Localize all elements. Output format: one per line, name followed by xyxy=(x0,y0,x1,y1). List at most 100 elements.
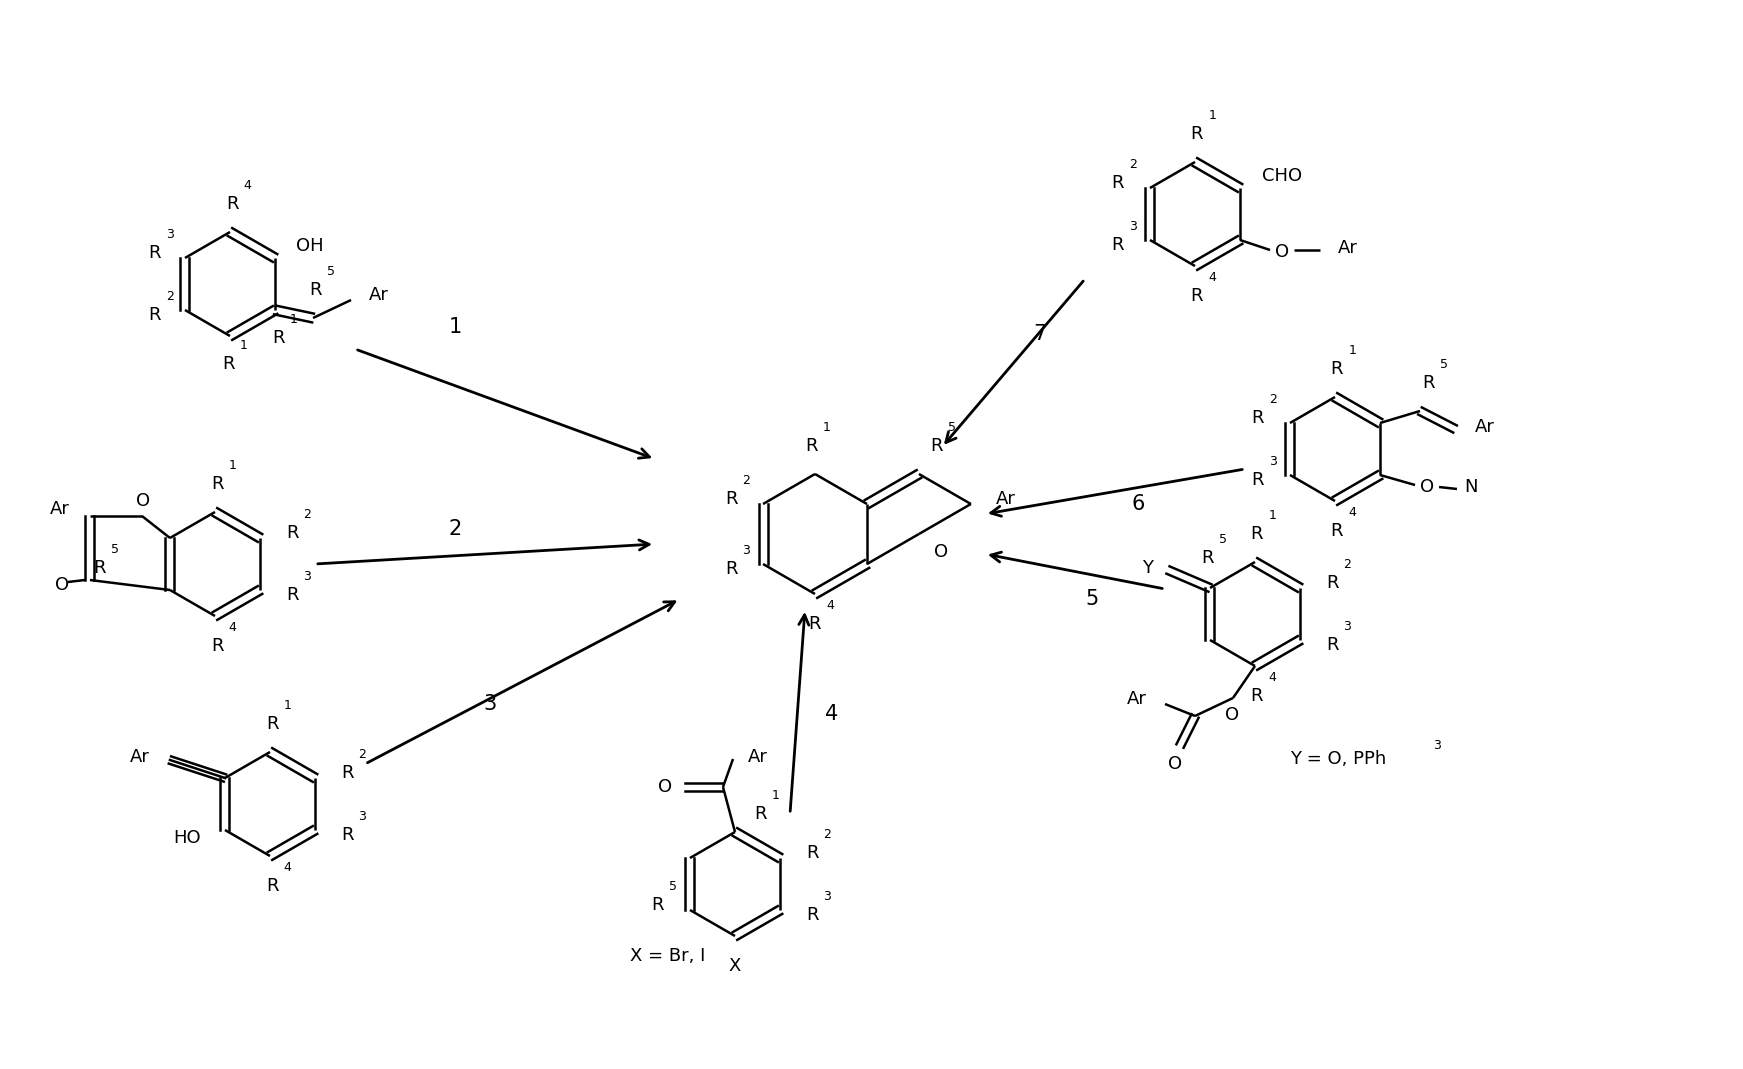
Text: CHO: CHO xyxy=(1262,167,1302,185)
Text: O: O xyxy=(136,492,150,510)
Text: 3: 3 xyxy=(823,890,831,903)
Text: 1: 1 xyxy=(1269,509,1276,522)
Text: Ar: Ar xyxy=(1128,690,1147,708)
Text: R: R xyxy=(265,715,279,733)
Text: 1: 1 xyxy=(1208,109,1217,122)
Text: R: R xyxy=(805,907,817,924)
Text: 4: 4 xyxy=(1349,506,1356,520)
Text: R: R xyxy=(1251,409,1264,427)
Text: Ar: Ar xyxy=(370,286,389,304)
Text: 2: 2 xyxy=(1129,158,1138,171)
Text: 3: 3 xyxy=(1129,220,1138,233)
Text: R: R xyxy=(1190,125,1203,143)
Text: 4: 4 xyxy=(244,179,251,192)
Text: 3: 3 xyxy=(303,570,312,583)
Text: R: R xyxy=(265,877,279,895)
Text: 5: 5 xyxy=(112,543,120,556)
Text: R: R xyxy=(725,560,737,578)
Text: 2: 2 xyxy=(167,290,174,303)
Text: 2: 2 xyxy=(743,474,751,487)
Text: 1: 1 xyxy=(448,317,462,337)
Text: R: R xyxy=(342,826,354,845)
Text: O: O xyxy=(657,778,673,796)
Text: R: R xyxy=(211,637,223,655)
Text: 2: 2 xyxy=(1269,393,1278,406)
Text: Ar: Ar xyxy=(748,748,769,766)
Text: 1: 1 xyxy=(228,459,237,472)
Text: Ar: Ar xyxy=(995,490,1016,508)
Text: R: R xyxy=(931,437,943,455)
Text: R: R xyxy=(805,845,817,862)
Text: 1: 1 xyxy=(284,699,291,712)
Text: 3: 3 xyxy=(167,228,174,241)
Text: 3: 3 xyxy=(359,810,366,823)
Text: OH: OH xyxy=(296,237,324,255)
Text: 1: 1 xyxy=(772,789,779,802)
Text: 5: 5 xyxy=(326,265,335,278)
Text: R: R xyxy=(221,355,234,373)
Text: 5: 5 xyxy=(1440,358,1447,371)
Text: N: N xyxy=(1464,478,1478,496)
Text: 2: 2 xyxy=(823,828,831,841)
Text: R: R xyxy=(342,764,354,783)
Text: Ar: Ar xyxy=(1339,239,1358,257)
Text: 3: 3 xyxy=(1433,739,1441,752)
Text: 1: 1 xyxy=(1349,344,1356,357)
Text: O: O xyxy=(934,543,948,561)
Text: R: R xyxy=(1326,636,1339,654)
Text: 3: 3 xyxy=(483,694,497,714)
Text: R: R xyxy=(652,896,664,914)
Text: O: O xyxy=(1225,706,1239,724)
Text: 2: 2 xyxy=(1344,558,1351,571)
Text: R: R xyxy=(1422,374,1434,392)
Text: 5: 5 xyxy=(948,421,957,434)
Text: 1: 1 xyxy=(289,313,298,326)
Text: O: O xyxy=(1168,755,1182,773)
Text: R: R xyxy=(148,244,160,262)
Text: Ar: Ar xyxy=(51,500,70,518)
Text: O: O xyxy=(1421,478,1434,496)
Text: R: R xyxy=(286,586,298,604)
Text: 2: 2 xyxy=(448,520,462,539)
Text: R: R xyxy=(148,306,160,324)
Text: R: R xyxy=(272,329,284,347)
Text: R: R xyxy=(1330,360,1344,378)
Text: O: O xyxy=(54,576,70,594)
Text: R: R xyxy=(286,524,298,542)
Text: Y = O, PPh: Y = O, PPh xyxy=(1290,750,1386,768)
Text: R: R xyxy=(1251,471,1264,489)
Text: Ar: Ar xyxy=(1475,418,1495,436)
Text: R: R xyxy=(94,559,106,577)
Text: R: R xyxy=(211,475,223,493)
Text: 1: 1 xyxy=(239,339,248,352)
Text: R: R xyxy=(309,281,321,299)
Text: HO: HO xyxy=(173,828,200,847)
Text: X: X xyxy=(729,957,741,975)
Text: X = Br, I: X = Br, I xyxy=(629,947,706,965)
Text: 5: 5 xyxy=(669,880,678,893)
Text: 4: 4 xyxy=(228,621,237,634)
Text: 2: 2 xyxy=(359,748,366,761)
Text: R: R xyxy=(1251,687,1264,704)
Text: O: O xyxy=(1274,243,1290,261)
Text: 5: 5 xyxy=(1220,533,1227,546)
Text: R: R xyxy=(1201,549,1215,567)
Text: 2: 2 xyxy=(303,508,312,521)
Text: R: R xyxy=(227,195,239,213)
Text: 4: 4 xyxy=(1269,671,1276,684)
Text: 4: 4 xyxy=(826,704,838,724)
Text: R: R xyxy=(1326,574,1339,592)
Text: 7: 7 xyxy=(1034,324,1046,344)
Text: 3: 3 xyxy=(1344,620,1351,633)
Text: R: R xyxy=(805,437,817,455)
Text: 3: 3 xyxy=(1269,455,1278,468)
Text: R: R xyxy=(809,615,821,633)
Text: 3: 3 xyxy=(743,544,751,557)
Text: R: R xyxy=(1251,525,1264,543)
Text: R: R xyxy=(725,490,737,508)
Text: R: R xyxy=(753,805,767,823)
Text: R: R xyxy=(1330,522,1344,540)
Text: 6: 6 xyxy=(1131,494,1145,514)
Text: Ar: Ar xyxy=(131,748,150,766)
Text: 5: 5 xyxy=(1086,589,1098,609)
